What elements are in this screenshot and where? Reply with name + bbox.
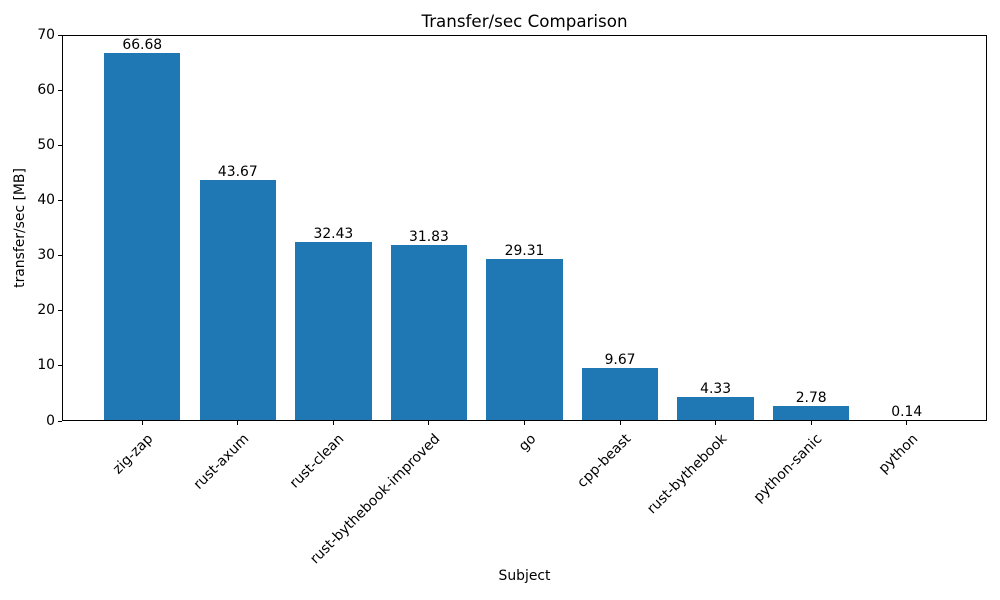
bar-value-label: 43.67 (217, 164, 258, 181)
bar-value-label: 2.78 (795, 389, 827, 406)
x-tick (906, 421, 908, 425)
bar-value-label: 31.83 (409, 229, 449, 246)
x-tick (619, 421, 621, 425)
bar-value-label: 32.43 (313, 226, 354, 243)
x-tick (524, 421, 525, 425)
y-tick (58, 365, 62, 367)
y-tick-label: 50 (37, 136, 55, 153)
y-tick (58, 34, 62, 36)
y-tick-label: 60 (37, 81, 55, 98)
y-tick-label: 30 (37, 247, 55, 264)
bar-value-label: 29.31 (504, 243, 545, 260)
y-tick (58, 310, 62, 312)
bar (677, 397, 754, 421)
bar-value-label: 66.68 (122, 37, 163, 54)
bar (104, 53, 181, 421)
x-tick (141, 421, 143, 425)
bar-value-label: 0.14 (891, 404, 923, 421)
x-tick (332, 421, 334, 425)
bar (295, 242, 372, 421)
bar (199, 180, 277, 421)
y-tick (58, 89, 62, 91)
y-tick (58, 255, 62, 257)
y-tick (58, 199, 62, 201)
x-tick (237, 421, 239, 425)
bar-value-label: 4.33 (700, 381, 732, 398)
y-tick-label: 40 (37, 191, 55, 208)
bar (486, 259, 563, 421)
x-tick (810, 421, 812, 425)
y-tick-label: 0 (46, 412, 55, 429)
x-axis-label: Subject (498, 568, 551, 584)
y-tick (58, 144, 62, 146)
y-tick (58, 420, 62, 422)
chart-title: Transfer/sec Comparison (421, 11, 628, 31)
x-tick (428, 421, 430, 425)
y-tick-label: 70 (37, 26, 55, 43)
y-tick-label: 10 (37, 357, 55, 374)
bar (581, 367, 659, 421)
y-tick-label: 20 (37, 302, 55, 319)
bar (772, 405, 850, 421)
x-tick (715, 421, 717, 425)
bar-value-label: 9.67 (604, 351, 636, 368)
y-axis-label: transfer/sec [MB] (12, 168, 28, 288)
bar (390, 245, 468, 421)
